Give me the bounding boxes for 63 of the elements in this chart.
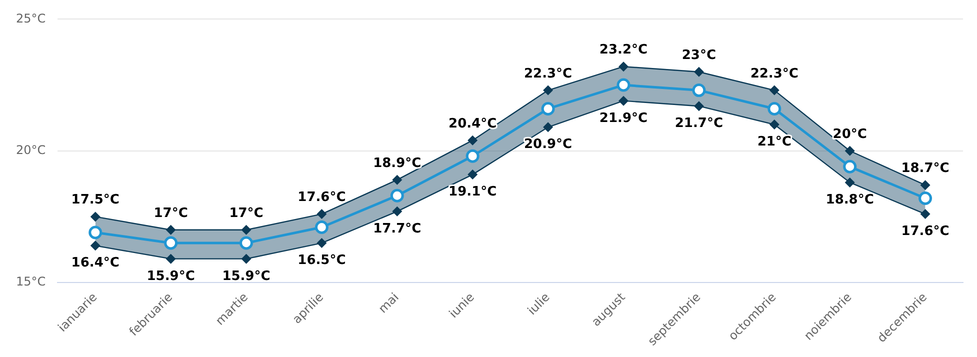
point — [844, 177, 855, 188]
annotation: 21.7°C — [674, 116, 723, 132]
point — [616, 78, 630, 92]
annotation: 15.9°C — [222, 268, 270, 284]
annotation: 23.2°C — [599, 42, 648, 58]
annotation: 19.1°C — [448, 184, 497, 200]
annotation: 17°C — [154, 206, 188, 221]
point — [844, 146, 855, 156]
annotation: 21°C — [757, 134, 792, 150]
annotation: 17.6°C — [298, 190, 346, 206]
point — [390, 188, 404, 202]
point — [769, 120, 780, 130]
point — [241, 224, 252, 235]
y-tick-label: 25°C — [16, 11, 46, 26]
annotation: 17.7°C — [373, 221, 422, 236]
annotation: 17°C — [229, 206, 264, 221]
point — [468, 135, 478, 146]
annotation: 22.3°C — [750, 66, 798, 82]
point — [618, 96, 628, 106]
annotation: 20.4°C — [448, 116, 497, 132]
point — [314, 220, 328, 234]
annotation: 20°C — [832, 126, 867, 142]
point — [240, 236, 254, 250]
point — [90, 212, 100, 222]
y-tick-label: 15°C — [16, 274, 46, 289]
annotation: 16.4°C — [71, 256, 120, 271]
point — [920, 209, 930, 220]
point — [166, 254, 176, 264]
point — [164, 236, 178, 250]
point — [692, 84, 706, 98]
point — [543, 122, 554, 132]
point — [918, 192, 932, 206]
annotation: 18.8°C — [826, 192, 874, 208]
y-tick-label: 20°C — [16, 142, 46, 157]
annotation: 22.3°C — [524, 66, 572, 82]
point — [920, 180, 930, 190]
point — [468, 170, 478, 180]
annotation: 17.5°C — [71, 192, 120, 208]
annotation: 18.9°C — [373, 156, 422, 171]
point — [694, 66, 704, 77]
point — [316, 238, 327, 248]
annotation: 21.9°C — [599, 110, 648, 126]
point — [769, 85, 780, 96]
point — [90, 240, 100, 251]
point — [88, 226, 102, 240]
point — [316, 209, 327, 220]
point — [466, 149, 480, 163]
point — [694, 101, 704, 112]
annotation: 23°C — [682, 48, 716, 63]
annotation: 17.6°C — [901, 224, 950, 240]
point — [541, 102, 555, 116]
point — [241, 254, 252, 264]
annotation: 15.9°C — [146, 268, 195, 284]
annotation: 16.5°C — [298, 253, 346, 268]
annotation: 20.9°C — [524, 137, 572, 152]
point — [768, 102, 782, 116]
point — [392, 174, 402, 185]
point — [543, 85, 554, 96]
point — [392, 206, 402, 216]
point — [843, 160, 857, 174]
point — [166, 224, 176, 235]
point — [618, 62, 628, 72]
annotation: 18.7°C — [901, 161, 950, 176]
